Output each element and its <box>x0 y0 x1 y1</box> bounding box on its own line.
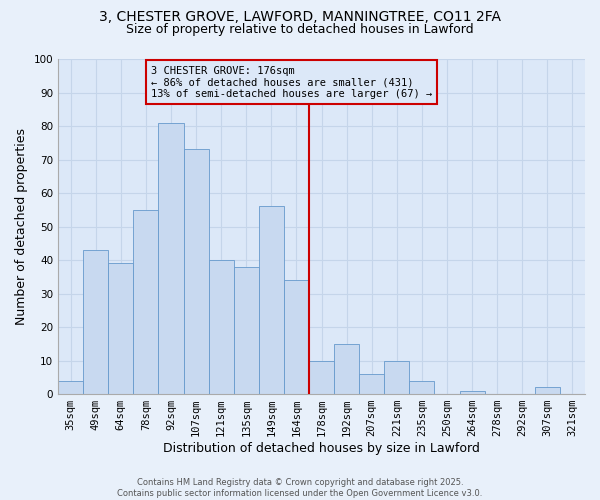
Bar <box>108 264 133 394</box>
Y-axis label: Number of detached properties: Number of detached properties <box>15 128 28 325</box>
Bar <box>309 360 334 394</box>
Bar <box>133 210 158 394</box>
Text: Size of property relative to detached houses in Lawford: Size of property relative to detached ho… <box>126 22 474 36</box>
Bar <box>158 122 184 394</box>
Text: 3 CHESTER GROVE: 176sqm
← 86% of detached houses are smaller (431)
13% of semi-d: 3 CHESTER GROVE: 176sqm ← 86% of detache… <box>151 66 432 99</box>
Bar <box>259 206 284 394</box>
Bar <box>284 280 309 394</box>
Bar <box>209 260 233 394</box>
X-axis label: Distribution of detached houses by size in Lawford: Distribution of detached houses by size … <box>163 442 480 455</box>
Bar <box>409 380 434 394</box>
Bar <box>359 374 384 394</box>
Text: 3, CHESTER GROVE, LAWFORD, MANNINGTREE, CO11 2FA: 3, CHESTER GROVE, LAWFORD, MANNINGTREE, … <box>99 10 501 24</box>
Bar <box>83 250 108 394</box>
Bar <box>233 267 259 394</box>
Bar <box>384 360 409 394</box>
Bar <box>334 344 359 394</box>
Bar <box>535 388 560 394</box>
Bar <box>58 380 83 394</box>
Bar <box>460 390 485 394</box>
Bar <box>184 150 209 394</box>
Text: Contains HM Land Registry data © Crown copyright and database right 2025.
Contai: Contains HM Land Registry data © Crown c… <box>118 478 482 498</box>
